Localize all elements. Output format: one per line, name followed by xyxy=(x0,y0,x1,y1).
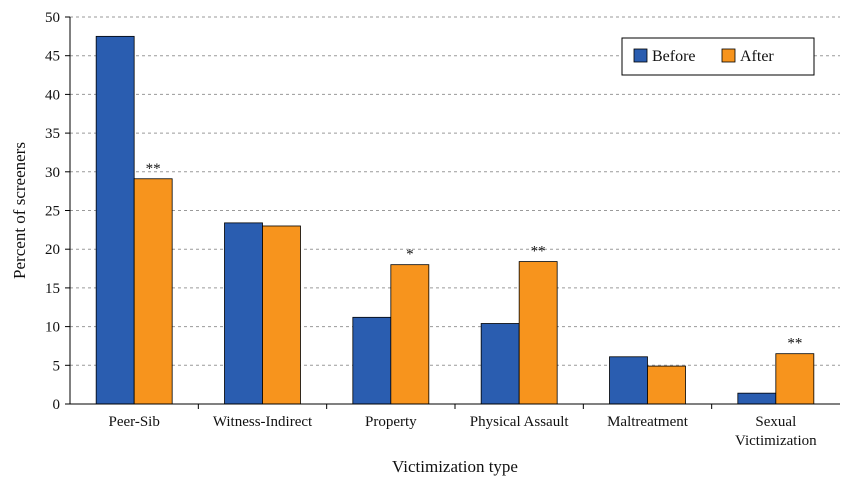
bar-before xyxy=(352,316,392,405)
significance-label: * xyxy=(406,247,414,263)
y-tick-label: 20 xyxy=(45,242,60,258)
y-tick-label: 5 xyxy=(53,358,61,374)
bar-before xyxy=(480,323,520,405)
x-tick-label: Peer-Sib xyxy=(108,414,159,430)
bar-after xyxy=(262,225,301,405)
bar-before xyxy=(609,356,648,405)
y-tick-label: 25 xyxy=(45,204,60,220)
bar-before xyxy=(737,392,777,405)
legend-label-after: After xyxy=(740,48,774,65)
bar-after xyxy=(518,261,558,405)
bars xyxy=(95,35,815,405)
y-tick-label: 15 xyxy=(45,281,60,297)
x-axis-title: Victimization type xyxy=(392,457,518,476)
legend: Before After xyxy=(621,37,815,76)
y-tick-label: 0 xyxy=(53,397,61,413)
bar-after xyxy=(133,178,173,405)
legend-box xyxy=(621,37,815,76)
significance-label: ** xyxy=(787,336,802,352)
x-tick-label: Sexual xyxy=(755,414,796,430)
x-tick-label: Physical Assault xyxy=(470,414,570,430)
x-tick-label: Witness-Indirect xyxy=(213,414,313,430)
bar-before xyxy=(224,222,263,405)
y-axis-title: Percent of screeners xyxy=(10,142,29,279)
gridlines xyxy=(70,16,840,366)
legend-swatch-after xyxy=(721,48,736,63)
legend-label-before: Before xyxy=(652,48,696,65)
significance-label: ** xyxy=(146,161,161,177)
y-tick-label: 50 xyxy=(45,10,60,26)
labels: 0 5 10 15 20 25 30 35 40 45 50 ** Peer-Sib Witness-In… xyxy=(10,10,817,476)
bar-after xyxy=(647,365,686,405)
bar-after xyxy=(390,264,430,405)
y-tick-label: 30 xyxy=(45,165,60,181)
x-tick-label: Property xyxy=(365,414,417,430)
axes xyxy=(65,16,840,409)
y-tick-label: 45 xyxy=(45,49,60,65)
legend-swatch-before xyxy=(633,48,648,63)
significance-label: ** xyxy=(531,244,546,260)
bar-before xyxy=(95,35,135,405)
bar-after xyxy=(775,353,815,405)
y-tick-label: 40 xyxy=(45,87,60,103)
x-tick-label: Maltreatment xyxy=(607,414,689,430)
y-tick-label: 10 xyxy=(45,320,60,336)
y-tick-label: 35 xyxy=(45,126,60,142)
x-tick-label: Victimization xyxy=(735,433,817,449)
